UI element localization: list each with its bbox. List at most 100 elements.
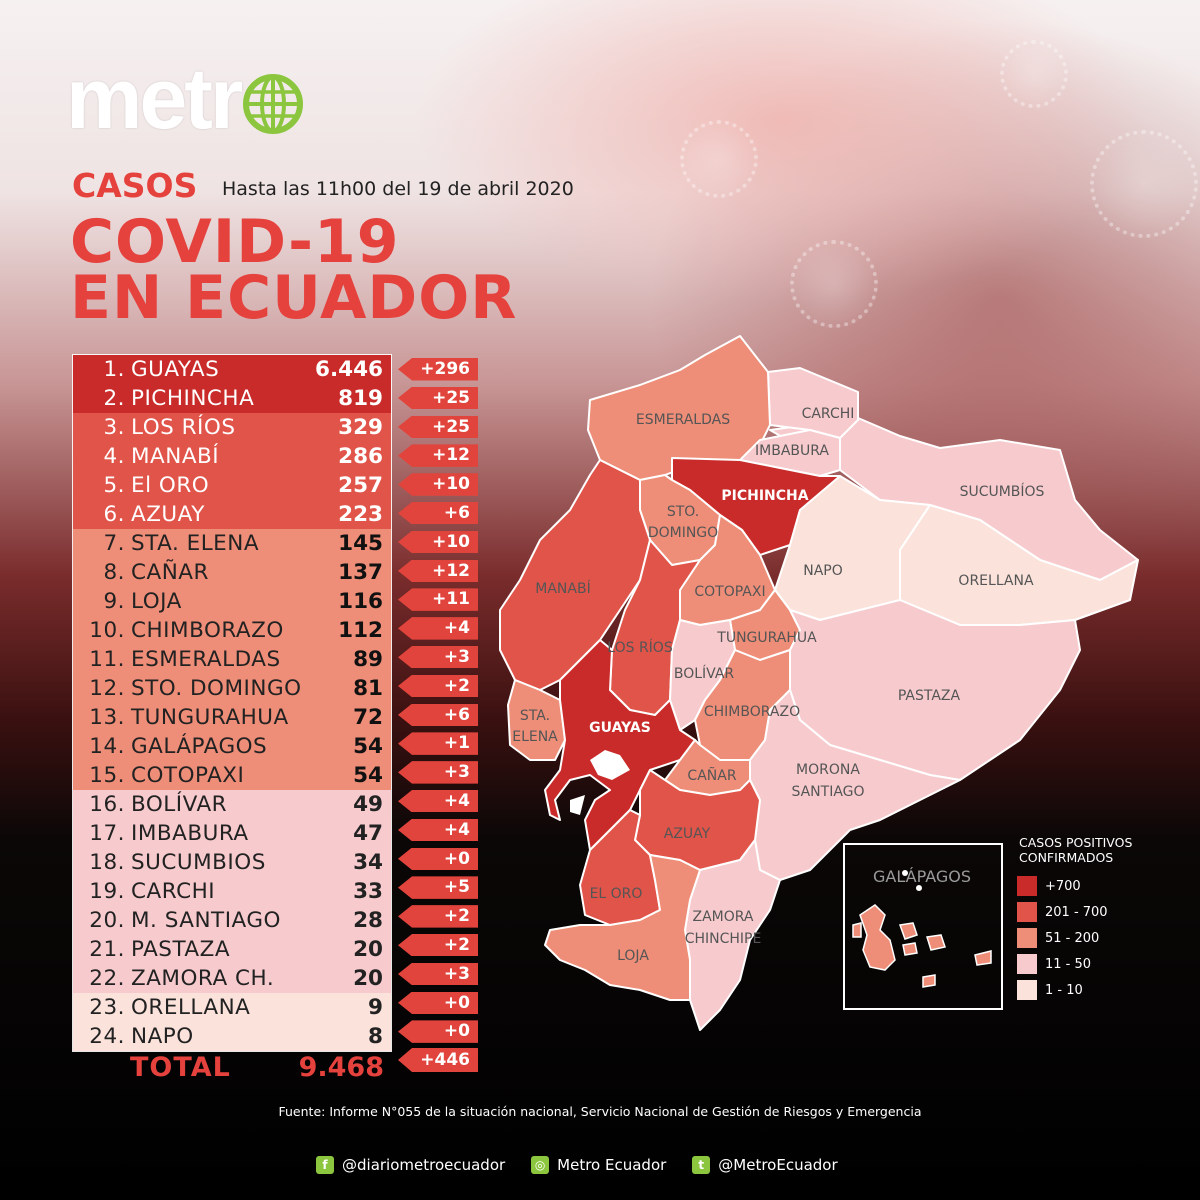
rank-number: 24. <box>89 1024 125 1049</box>
province-label: ESMERALDAS <box>131 647 281 672</box>
instagram-icon: ◎ <box>531 1156 550 1174</box>
daily-increment: +2 <box>398 674 478 698</box>
case-count: 819 <box>338 386 383 411</box>
case-count: 54 <box>353 734 383 759</box>
map-label-manabi: MANABÍ <box>535 580 590 597</box>
rank-number: 5. <box>103 473 125 498</box>
rank-number: 22. <box>89 966 125 991</box>
map-label-orellana: ORELLANA <box>958 573 1034 589</box>
province-ranking-table: 1. GUAYAS 6.446 2. PICHINCHA 819 3. LOS RÍOS 329… <box>72 354 392 1052</box>
case-count: 89 <box>353 647 383 672</box>
province-name: 2. PICHINCHA <box>103 386 254 411</box>
province-carchi <box>767 367 859 439</box>
map-label-napo: NAPO <box>803 563 843 579</box>
rank-number: 2. <box>103 386 125 411</box>
province-label: NAPO <box>131 1024 194 1049</box>
rank-number: 16. <box>89 792 125 817</box>
map-label-sto-domingo-2: DOMINGO <box>648 525 718 541</box>
daily-increment: +25 <box>398 415 478 439</box>
province-name: 21. PASTAZA <box>89 937 230 962</box>
rank-number: 23. <box>89 995 125 1020</box>
daily-increment: +0 <box>398 991 478 1015</box>
case-count: 9 <box>368 995 383 1020</box>
table-row: 3. LOS RÍOS 329 <box>73 413 391 442</box>
map-label-chimborazo: CHIMBORAZO <box>704 704 800 720</box>
legend-label: +700 <box>1045 878 1081 894</box>
case-count: 47 <box>353 821 383 846</box>
case-count: 6.446 <box>314 357 383 382</box>
table-row: 16. BOLÍVAR 49 <box>73 790 391 819</box>
twitter-icon: t <box>692 1156 711 1174</box>
province-name: 8. CAÑAR <box>103 560 209 585</box>
daily-increment: +3 <box>398 761 478 784</box>
province-name: 17. IMBABURA <box>89 821 249 846</box>
table-row: 14. GALÁPAGOS 54 <box>73 732 391 761</box>
map-label-cotopaxi: COTOPAXI <box>694 584 765 600</box>
legend-swatch <box>1017 876 1037 896</box>
table-row: 17. IMBABURA 47 <box>73 819 391 848</box>
table-row: 5. El ORO 257 <box>73 471 391 500</box>
daily-increment: +296 <box>398 358 478 381</box>
legend-label: 51 - 200 <box>1045 930 1100 946</box>
province-name: 15. COTOPAXI <box>89 763 244 788</box>
daily-increment: +1 <box>398 732 478 755</box>
total-value: 9.468 <box>298 1052 384 1083</box>
table-row: 4. MANABÍ 286 <box>73 442 391 471</box>
daily-increment: +10 <box>398 530 478 554</box>
rank-number: 12. <box>89 676 125 701</box>
province-label: GUAYAS <box>131 357 220 382</box>
case-count: 112 <box>338 618 383 643</box>
province-name: 3. LOS RÍOS <box>103 415 236 440</box>
virus-decoration <box>1090 130 1198 238</box>
table-row: 12. STO. DOMINGO 81 <box>73 674 391 703</box>
page-title-line1: COVID-19 <box>70 207 400 277</box>
daily-increment: +0 <box>398 847 478 871</box>
map-label-morona-2: SANTIAGO <box>791 784 864 800</box>
rank-number: 18. <box>89 850 125 875</box>
total-label: TOTAL <box>130 1052 231 1083</box>
social-link[interactable]: ◎ Metro Ecuador <box>531 1156 666 1174</box>
province-name: 22. ZAMORA CH. <box>89 966 274 991</box>
daily-increment: +2 <box>398 905 478 928</box>
social-link[interactable]: t @MetroEcuador <box>692 1156 838 1174</box>
daily-increment: +3 <box>398 645 478 669</box>
map-label-loja: LOJA <box>617 948 649 964</box>
social-link[interactable]: f @diariometroecuador <box>316 1156 505 1174</box>
daily-increment: +6 <box>398 501 478 525</box>
table-row: 9. LOJA 116 <box>73 587 391 616</box>
daily-increment: +4 <box>398 789 478 813</box>
province-name: 1. GUAYAS <box>103 357 220 382</box>
rank-number: 20. <box>89 908 125 933</box>
map-label-sta-elena-2: ELENA <box>512 729 558 745</box>
legend-title: CASOS POSITIVOS CONFIRMADOS <box>1019 835 1179 865</box>
table-row: 2. PICHINCHA 819 <box>73 384 391 413</box>
galapagos-islands <box>852 870 992 988</box>
province-label: LOS RÍOS <box>131 415 236 440</box>
case-count: 81 <box>353 676 383 701</box>
table-row: 7. STA. ELENA 145 <box>73 529 391 558</box>
rank-number: 15. <box>89 763 125 788</box>
page-title-line2: EN ECUADOR <box>70 263 518 333</box>
social-handle: @MetroEcuador <box>718 1156 838 1174</box>
case-count: 54 <box>353 763 383 788</box>
province-label: STA. ELENA <box>131 531 260 556</box>
province-label: CAÑAR <box>131 560 209 585</box>
table-row: 21. PASTAZA 20 <box>73 935 391 964</box>
map-label-pastaza: PASTAZA <box>898 688 961 704</box>
social-handle: Metro Ecuador <box>557 1156 667 1174</box>
table-row: 10. CHIMBORAZO 112 <box>73 616 391 645</box>
province-label: CARCHI <box>131 879 216 904</box>
virus-decoration <box>1000 40 1068 108</box>
rank-number: 6. <box>103 502 125 527</box>
logo-text: metr <box>66 51 243 147</box>
legend-label: 201 - 700 <box>1045 904 1108 920</box>
map-label-sto-domingo-1: STO. <box>667 504 699 520</box>
province-name: 9. LOJA <box>103 589 182 614</box>
table-row: 20. M. SANTIAGO 28 <box>73 906 391 935</box>
province-name: 19. CARCHI <box>89 879 216 904</box>
table-row: 11. ESMERALDAS 89 <box>73 645 391 674</box>
province-name: 11. ESMERALDAS <box>89 647 281 672</box>
map-label-imbabura: IMBABURA <box>755 443 829 459</box>
daily-increment: +3 <box>398 962 478 986</box>
case-count: 223 <box>338 502 383 527</box>
